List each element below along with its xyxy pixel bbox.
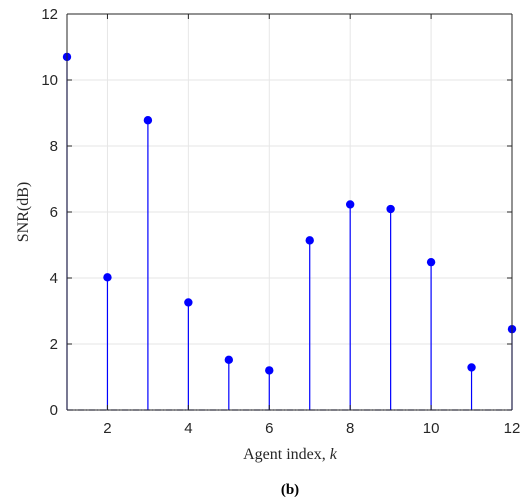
- stem-marker-3: [143, 116, 153, 125]
- stem-marker-9: [386, 204, 395, 214]
- stem-marker-10: [426, 257, 436, 267]
- y-tick-label-6: 12: [41, 6, 58, 23]
- x-axis-title-variable: k: [330, 446, 338, 463]
- x-tick-label-5: 12: [504, 420, 521, 437]
- y-tick-label-3: 6: [50, 204, 58, 221]
- y-axis-title: SNR(dB): [15, 182, 32, 242]
- grid-lines: [67, 13, 513, 411]
- y-tick-labels: 0 2 4 6 8 10 12: [41, 6, 58, 419]
- stem-marker-11: [467, 363, 476, 372]
- x-tick-label-2: 6: [265, 420, 273, 437]
- figure-caption: (b): [281, 482, 299, 498]
- y-tick-label-5: 10: [41, 72, 58, 89]
- x-axis-title: Agent index, k: [243, 446, 338, 463]
- x-tick-label-0: 2: [103, 420, 111, 437]
- stem-marker-7: [305, 236, 314, 245]
- y-tick-label-2: 4: [50, 270, 58, 287]
- x-axis-title-text: Agent index,: [243, 446, 330, 463]
- x-tick-label-1: 4: [184, 420, 192, 437]
- axes-box: [66, 13, 513, 411]
- x-tick-label-3: 8: [346, 420, 354, 437]
- stem-marker-6: [265, 366, 274, 375]
- stem-marker-8: [345, 200, 355, 209]
- y-tick-label-0: 0: [50, 402, 58, 419]
- x-tick-labels: 2 4 6 8 10 12: [103, 420, 520, 437]
- y-tick-label-1: 2: [50, 336, 58, 353]
- stem-marker-5: [224, 355, 234, 365]
- stems: [62, 52, 517, 410]
- stem-marker-4: [184, 298, 193, 307]
- y-tick-label-4: 8: [50, 138, 58, 155]
- x-tick-label-4: 10: [423, 420, 440, 437]
- stem-marker-2: [103, 273, 112, 282]
